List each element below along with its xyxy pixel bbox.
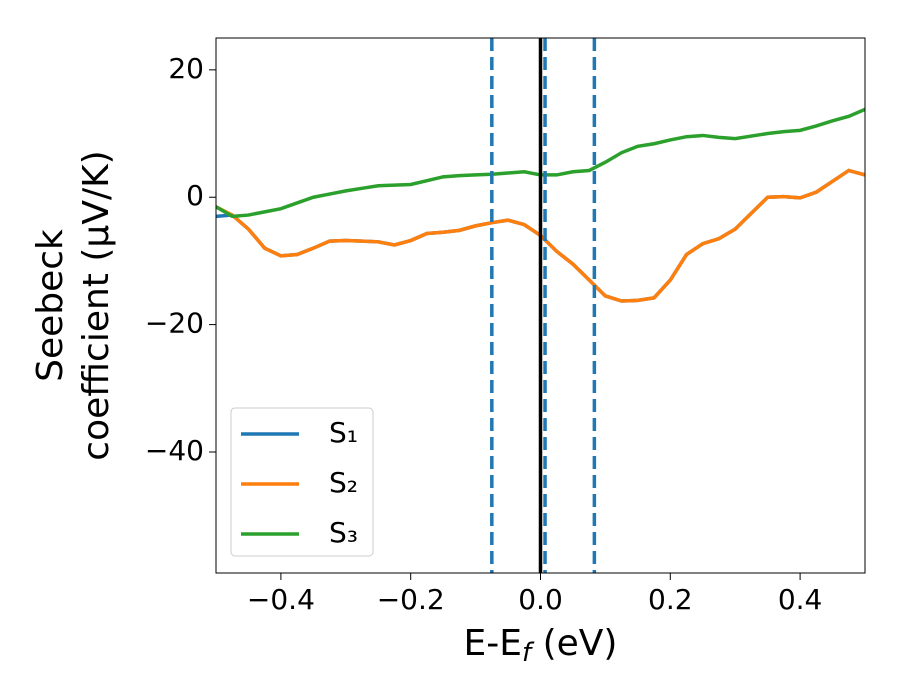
x-tick-label: 0.4 — [778, 583, 823, 616]
y-tick-label: −40 — [145, 434, 204, 467]
x-tick-label: −0.4 — [247, 583, 315, 616]
y-tick-label: 20 — [168, 52, 204, 85]
x-tick-label: −0.2 — [377, 583, 445, 616]
x-axis-label-part: E-E — [464, 623, 522, 664]
x-tick-label: 0.0 — [518, 583, 563, 616]
plot-frame — [215, 37, 866, 574]
x-axis-label: E-Ef (eV) — [464, 623, 618, 668]
y-tick-label: 0 — [186, 179, 204, 212]
legend-label: S₂ — [329, 466, 358, 499]
legend-box — [230, 407, 374, 557]
y-axis-label: Seebeck — [30, 229, 71, 382]
legend-label: S₃ — [329, 516, 358, 549]
x-axis-label-part: (eV) — [531, 623, 617, 664]
y-tick-label: −20 — [145, 307, 204, 340]
legend-label: S₁ — [329, 416, 358, 449]
x-tick-label: 0.2 — [648, 583, 693, 616]
y-axis-label: coefficient (μV/K) — [76, 150, 117, 460]
